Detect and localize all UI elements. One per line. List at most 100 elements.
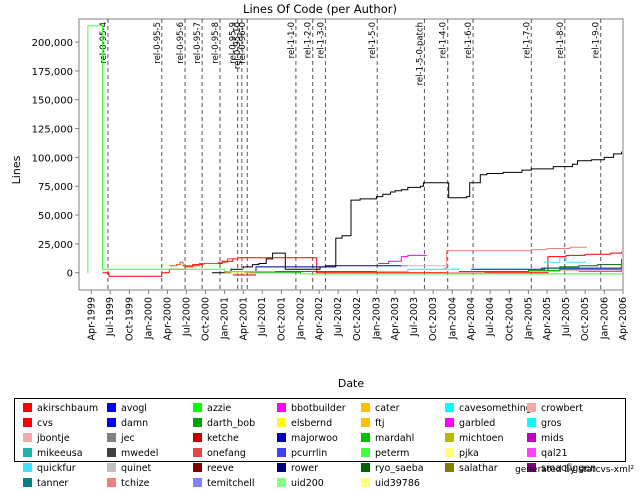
- legend-item: elsbernd: [277, 417, 332, 431]
- series-line-quickfur: [543, 257, 586, 263]
- legend-swatch: [107, 418, 116, 427]
- legend-item: tanner: [23, 477, 68, 491]
- y-tick-label: 150,000: [32, 96, 73, 107]
- legend-swatch: [193, 418, 202, 427]
- legend-item: uid39786: [361, 477, 420, 491]
- legend-item: mids: [527, 432, 564, 446]
- x-tick-label: Apr-1999: [86, 297, 97, 340]
- legend-label: pcurrlin: [291, 448, 328, 459]
- legend-swatch: [361, 478, 370, 487]
- legend-swatch: [361, 448, 370, 457]
- legend-item: quickfur: [23, 462, 76, 476]
- legend-label: quickfur: [37, 463, 76, 474]
- release-label: rel-1-9-0: [592, 22, 602, 58]
- legend-label: smacfiggen: [541, 463, 597, 474]
- x-axis-label: Date: [338, 377, 365, 390]
- legend-item: reeve: [193, 462, 234, 476]
- legend-swatch: [361, 463, 370, 472]
- legend-item: tchize: [107, 477, 149, 491]
- series-line-pjka: [231, 268, 244, 274]
- legend-item: salathar: [445, 462, 498, 476]
- legend-item: cater: [361, 402, 400, 416]
- x-tick-label: Apr-2005: [542, 297, 553, 340]
- legend-label: qal21: [541, 448, 568, 459]
- x-tick-label: Jan-2004: [447, 297, 458, 340]
- release-label: rel-1-6-0: [464, 22, 474, 58]
- plot-area: [78, 18, 624, 291]
- legend-label: peterm: [375, 448, 410, 459]
- y-axis: 0 25,000 50,000 75,000 100,000 125,000 150,000…: [32, 38, 79, 280]
- legend-label: akirschbaum: [37, 403, 99, 414]
- x-tick-label: Oct-2005: [580, 297, 591, 341]
- y-axis-label: Lines: [10, 155, 23, 184]
- legend-swatch: [277, 403, 286, 412]
- release-label: rel-1-4-0: [439, 22, 449, 58]
- series-line-garbled: [378, 254, 427, 264]
- release-label: rel-0-95-6: [176, 22, 186, 64]
- legend-item: cavesomething: [445, 402, 532, 416]
- legend-label: azzie: [207, 403, 232, 414]
- legend-item: qal21: [527, 447, 568, 461]
- x-tick-label: Jan-2006: [599, 297, 610, 340]
- x-tick-label: Jul-2000: [181, 297, 192, 337]
- legend-label: mwedel: [121, 448, 159, 459]
- legend-item: rower: [277, 462, 318, 476]
- legend-label: bbotbuilder: [291, 403, 346, 414]
- series-line-rower: [249, 265, 408, 274]
- legend-item: quinet: [107, 462, 151, 476]
- legend-item: bbotbuilder: [277, 402, 346, 416]
- legend-item: avogl: [107, 402, 147, 416]
- legend-swatch: [193, 403, 202, 412]
- x-tick-label: Jul-2004: [485, 297, 496, 337]
- legend-label: onefang: [207, 448, 246, 459]
- chart-title: Lines Of Code (per Author): [243, 2, 397, 16]
- release-label: rel-1-5-0: [368, 22, 378, 58]
- x-tick-label: Apr-2000: [162, 297, 173, 340]
- legend-swatch: [23, 403, 32, 412]
- footer-credit: generated by statcvs-xml²: [515, 465, 634, 475]
- legend-label: mardahl: [375, 433, 415, 444]
- legend-item: azzie: [193, 402, 231, 416]
- legend-swatch: [23, 418, 32, 427]
- legend-label: ftj: [375, 418, 385, 429]
- legend-item: gros: [527, 417, 562, 431]
- legend-item: pcurrlin: [277, 447, 327, 461]
- legend-item: darth_bob: [193, 417, 255, 431]
- legend-label: reeve: [207, 463, 234, 474]
- series-line-mwedel: [211, 151, 622, 274]
- legend-label: garbled: [459, 418, 496, 429]
- legend-swatch: [527, 403, 536, 412]
- x-tick-label: Jan-2002: [295, 297, 306, 340]
- legend-swatch: [23, 433, 32, 442]
- legend-swatch: [445, 433, 454, 442]
- series-line-tchize: [443, 246, 587, 269]
- legend-label: gros: [541, 418, 562, 429]
- legend-label: damn: [121, 418, 149, 429]
- x-tick-label: Apr-2004: [466, 297, 477, 340]
- series-line-mardahl: [256, 271, 301, 274]
- series-line-cvs: [102, 251, 622, 277]
- legend-label: ryo_saeba: [375, 463, 424, 474]
- release-label: rel-1-2-0: [304, 22, 314, 58]
- legend-label: cvs: [37, 418, 53, 429]
- y-tick-label: 175,000: [32, 67, 73, 78]
- legend-label: jbontje: [37, 433, 70, 444]
- series-line-tanner: [275, 271, 377, 272]
- legend-swatch: [193, 448, 202, 457]
- release-label: rel-0-95-9: [229, 22, 239, 64]
- series-line-mikeeusa: [578, 269, 622, 272]
- legend-label: cavesomething: [459, 403, 532, 414]
- legend-item: ryo_saeba: [361, 462, 424, 476]
- legend-item: garbled: [445, 417, 495, 431]
- legend-item: onefang: [193, 447, 246, 461]
- x-tick-label: Jan-2005: [523, 297, 534, 340]
- legend-swatch: [193, 463, 202, 472]
- legend-swatch: [527, 433, 536, 442]
- legend-swatch: [361, 433, 370, 442]
- legend-item: temitchell: [193, 477, 255, 491]
- y-tick-label: 200,000: [32, 38, 73, 49]
- series-line-onefang: [169, 256, 239, 267]
- legend-swatch: [445, 448, 454, 457]
- legend-item: majorwoo: [277, 432, 338, 446]
- x-tick-label: Oct-2000: [200, 297, 211, 341]
